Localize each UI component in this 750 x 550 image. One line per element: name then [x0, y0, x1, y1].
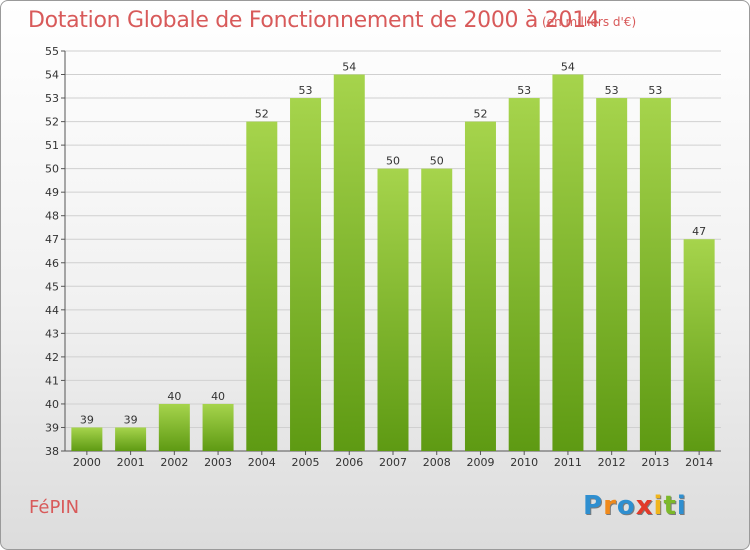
x-tick-label: 2004 — [248, 456, 276, 469]
y-tick-label: 40 — [45, 398, 59, 411]
logo-letter: o — [616, 491, 636, 521]
chart-title: Dotation Globale de Fonctionnement de 20… — [28, 8, 600, 33]
x-tick-label: 2003 — [204, 456, 232, 469]
y-tick-label: 41 — [45, 374, 59, 387]
y-tick-label: 44 — [45, 304, 59, 317]
x-tick-label: 2011 — [554, 456, 582, 469]
bar — [683, 239, 715, 451]
logo-letter: t — [663, 491, 677, 521]
x-tick-label: 2006 — [335, 456, 363, 469]
data-label: 54 — [342, 61, 356, 74]
x-tick-label: 2014 — [685, 456, 713, 469]
x-tick-label: 2009 — [466, 456, 494, 469]
y-tick-label: 45 — [45, 280, 59, 293]
y-tick-label: 52 — [45, 116, 59, 129]
bars — [71, 74, 715, 452]
y-tick-label: 54 — [45, 69, 59, 82]
x-tick-label: 2012 — [598, 456, 626, 469]
data-label: 39 — [80, 413, 94, 426]
logo-letter: i — [653, 491, 664, 521]
labels: 38 39 40 41 42 43 44 45 46 47 48 49 50 51 52 53 54 55 39 20… — [45, 45, 713, 469]
x-tick-label: 2010 — [510, 456, 538, 469]
y-tick-label: 43 — [45, 327, 59, 340]
y-tick-label: 50 — [45, 163, 59, 176]
x-tick-label: 2013 — [641, 456, 669, 469]
data-label: 50 — [430, 155, 444, 168]
logo-letter: i — [676, 491, 687, 521]
bar — [552, 74, 584, 451]
bar — [464, 121, 496, 452]
y-tick-label: 55 — [45, 45, 59, 58]
data-label: 53 — [605, 84, 619, 97]
bar — [377, 168, 409, 451]
bar — [115, 427, 147, 451]
data-label: 40 — [211, 390, 225, 403]
y-tick-label: 51 — [45, 139, 59, 152]
data-label: 39 — [124, 413, 138, 426]
x-tick-label: 2002 — [160, 456, 188, 469]
bar — [158, 403, 190, 451]
bar — [290, 98, 322, 451]
proxiti-logo: Proxiti — [583, 491, 687, 521]
y-tick-label: 49 — [45, 186, 59, 199]
data-label: 47 — [692, 225, 706, 238]
bar — [639, 98, 671, 451]
y-tick-label: 42 — [45, 351, 59, 364]
data-label: 50 — [386, 155, 400, 168]
x-tick-label: 2007 — [379, 456, 407, 469]
data-label: 52 — [473, 108, 487, 121]
x-tick-label: 2005 — [292, 456, 320, 469]
y-tick-label: 47 — [45, 233, 59, 246]
data-label: 53 — [517, 84, 531, 97]
data-label: 54 — [561, 61, 575, 74]
y-tick-label: 53 — [45, 92, 59, 105]
bar — [246, 121, 278, 452]
y-tick-label: 48 — [45, 210, 59, 223]
data-label: 53 — [299, 84, 313, 97]
x-tick-label: 2001 — [117, 456, 145, 469]
chart-subtitle: (en milliers d'€) — [542, 15, 637, 29]
bar — [421, 168, 453, 451]
x-tick-label: 2008 — [423, 456, 451, 469]
logo-letter: r — [603, 491, 617, 521]
bar — [333, 74, 365, 451]
logo-letter: P — [583, 491, 604, 521]
logo-letter: x — [635, 491, 654, 521]
bar — [71, 427, 103, 451]
data-label: 52 — [255, 108, 269, 121]
y-tick-label: 46 — [45, 257, 59, 270]
y-tick-label: 39 — [45, 421, 59, 434]
bar — [202, 403, 234, 451]
y-tick-label: 38 — [45, 445, 59, 458]
x-tick-label: 2000 — [73, 456, 101, 469]
bar — [596, 98, 628, 451]
commune-name: FéPIN — [29, 497, 80, 518]
data-label: 40 — [167, 390, 181, 403]
bar — [508, 98, 540, 451]
data-label: 53 — [648, 84, 662, 97]
